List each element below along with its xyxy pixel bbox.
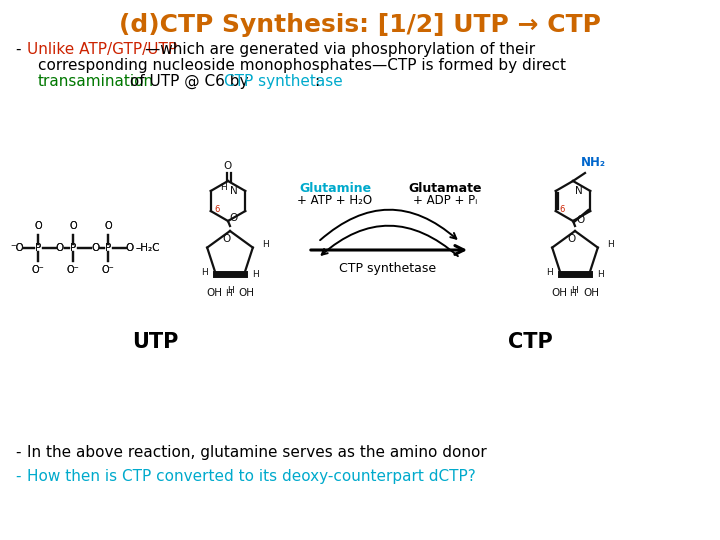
Text: H: H (572, 286, 578, 295)
Text: Glutamate: Glutamate (408, 182, 482, 195)
Text: H: H (607, 240, 613, 249)
Text: P: P (105, 242, 111, 253)
FancyArrowPatch shape (320, 210, 456, 240)
Text: 6: 6 (215, 205, 220, 213)
Text: ⁻O: ⁻O (10, 242, 24, 253)
Text: How then is CTP converted to its deoxy-counterpart dCTP?: How then is CTP converted to its deoxy-c… (27, 469, 476, 484)
Text: H: H (201, 268, 208, 277)
Text: OH: OH (238, 288, 254, 299)
Text: P: P (35, 242, 41, 253)
Text: –H₂C: –H₂C (136, 242, 161, 253)
Text: O: O (104, 220, 112, 231)
Text: 6: 6 (559, 205, 565, 213)
Text: –H₂C: –H₂C (136, 242, 161, 253)
Text: N: N (575, 186, 582, 196)
Text: CTP synthetase: CTP synthetase (224, 74, 343, 89)
Text: :: : (314, 74, 319, 89)
Text: O: O (224, 161, 232, 171)
Text: NH₂: NH₂ (580, 156, 606, 169)
Text: OH: OH (551, 288, 567, 299)
Text: O⁻: O⁻ (32, 265, 45, 274)
Text: ⁻O: ⁻O (10, 242, 24, 253)
Text: P: P (35, 242, 41, 253)
Text: H: H (225, 289, 231, 298)
Text: —which are generated via phosphorylation of their: —which are generated via phosphorylation… (145, 42, 535, 57)
Text: O: O (91, 242, 99, 253)
Text: O: O (34, 220, 42, 231)
Text: H: H (227, 286, 233, 295)
Text: UTP: UTP (132, 332, 178, 352)
Text: O: O (34, 220, 42, 231)
Text: O: O (229, 213, 238, 223)
Text: O: O (56, 242, 64, 253)
Text: O⁻: O⁻ (32, 265, 45, 274)
Text: H: H (570, 289, 577, 298)
Text: of UTP @ C6 by: of UTP @ C6 by (125, 74, 253, 89)
Text: O: O (69, 220, 77, 231)
Text: O: O (56, 242, 64, 253)
Text: O⁻: O⁻ (102, 265, 114, 274)
Text: transamination: transamination (38, 74, 154, 89)
Text: H: H (262, 240, 269, 249)
Text: O: O (567, 234, 576, 244)
Text: H: H (597, 270, 604, 279)
Text: P: P (105, 242, 111, 253)
Text: O: O (576, 215, 585, 225)
Text: + ATP + H₂O: + ATP + H₂O (297, 194, 372, 207)
Text: P: P (70, 242, 76, 253)
Text: O⁻: O⁻ (102, 265, 114, 274)
Text: -: - (15, 469, 20, 484)
Text: CTP synthetase: CTP synthetase (339, 262, 436, 275)
Text: OH: OH (206, 288, 222, 299)
Text: O⁻: O⁻ (67, 265, 79, 274)
Text: P: P (70, 242, 76, 253)
Text: N: N (230, 186, 238, 196)
Text: O: O (69, 220, 77, 231)
Text: O⁻: O⁻ (67, 265, 79, 274)
Text: O: O (126, 242, 134, 253)
Text: CTP: CTP (508, 332, 552, 352)
Text: O: O (104, 220, 112, 231)
Text: Unlike ATP/GTP/UTP: Unlike ATP/GTP/UTP (27, 42, 177, 57)
Text: H: H (220, 184, 228, 192)
Text: In the above reaction, glutamine serves as the amino donor: In the above reaction, glutamine serves … (27, 445, 487, 460)
Text: corresponding nucleoside monophosphates—CTP is formed by direct: corresponding nucleoside monophosphates—… (38, 58, 566, 73)
Text: (d)CTP Synthesis: [1/2] UTP → CTP: (d)CTP Synthesis: [1/2] UTP → CTP (119, 13, 601, 37)
Text: -: - (15, 445, 20, 460)
Text: + ADP + Pᵢ: + ADP + Pᵢ (413, 194, 477, 207)
Text: Glutamine: Glutamine (299, 182, 371, 195)
Text: OH: OH (583, 288, 599, 299)
Text: H: H (546, 268, 553, 277)
Text: O: O (126, 242, 134, 253)
Text: H: H (252, 270, 259, 279)
Text: O: O (222, 234, 230, 244)
Text: O: O (91, 242, 99, 253)
FancyArrowPatch shape (322, 226, 458, 256)
Text: -: - (15, 42, 20, 57)
